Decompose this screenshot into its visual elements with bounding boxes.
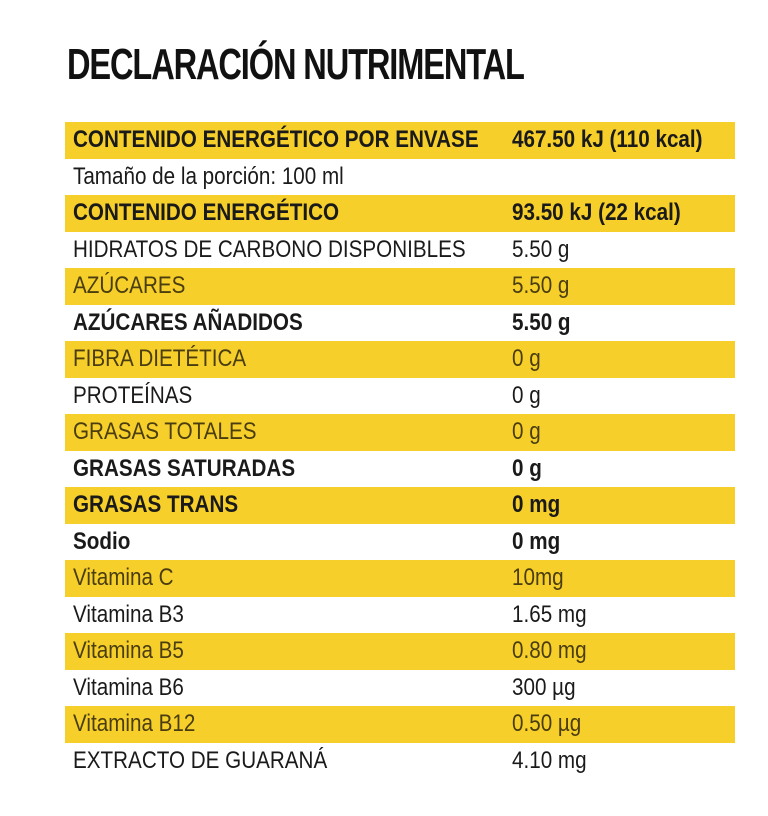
table-row: AZÚCARES AÑADIDOS 5.50 g — [65, 305, 735, 342]
row-value: 5.50 g — [512, 235, 570, 263]
row-value: 467.50 kJ (110 kcal) — [512, 126, 703, 153]
table-row: PROTEÍNAS 0 g — [65, 378, 735, 415]
table-row: Vitamina C 10mg — [65, 560, 735, 597]
row-value: 300 µg — [512, 673, 576, 701]
table-row: FIBRA DIETÉTICA 0 g — [65, 341, 735, 378]
row-label: Vitamina B6 — [73, 673, 184, 701]
row-value: 0 mg — [512, 491, 561, 518]
row-value: 0 g — [512, 381, 541, 409]
row-label: Vitamina B12 — [73, 710, 196, 737]
row-label: CONTENIDO ENERGÉTICO — [73, 199, 340, 226]
row-label: Vitamina B3 — [73, 600, 184, 628]
row-value: 5.50 g — [512, 272, 570, 299]
table-row: Vitamina B12 0.50 µg — [65, 706, 735, 743]
row-label: EXTRACTO DE GUARANÁ — [73, 746, 328, 774]
nutrition-table: CONTENIDO ENERGÉTICO POR ENVASE 467.50 k… — [65, 122, 735, 779]
table-row: AZÚCARES 5.50 g — [65, 268, 735, 305]
row-label: GRASAS TOTALES — [73, 418, 257, 445]
table-row: Vitamina B6 300 µg — [65, 670, 735, 707]
row-label: Tamaño de la porción: 100 ml — [73, 162, 344, 190]
row-label: GRASAS SATURADAS — [73, 454, 296, 482]
row-value: 0.80 mg — [512, 637, 587, 664]
row-label: Vitamina B5 — [73, 637, 184, 664]
table-row: EXTRACTO DE GUARANÁ 4.10 mg — [65, 743, 735, 780]
row-value: 93.50 kJ (22 kcal) — [512, 199, 681, 226]
table-row: Vitamina B3 1.65 mg — [65, 597, 735, 634]
row-value: 0 g — [512, 454, 542, 482]
row-value: 5.50 g — [512, 308, 571, 336]
row-value: 10mg — [512, 564, 564, 591]
table-row: Vitamina B5 0.80 mg — [65, 633, 735, 670]
row-label: GRASAS TRANS — [73, 491, 239, 518]
row-label: Vitamina C — [73, 564, 174, 591]
table-row: Tamaño de la porción: 100 ml — [65, 159, 735, 196]
table-row: GRASAS TRANS 0 mg — [65, 487, 735, 524]
row-value: 4.10 mg — [512, 746, 587, 774]
table-row: CONTENIDO ENERGÉTICO POR ENVASE 467.50 k… — [65, 122, 735, 159]
row-value: 0.50 µg — [512, 710, 582, 737]
row-label: AZÚCARES — [73, 272, 186, 299]
row-label: Sodio — [73, 527, 131, 555]
table-row: HIDRATOS DE CARBONO DISPONIBLES 5.50 g — [65, 232, 735, 269]
row-label: FIBRA DIETÉTICA — [73, 345, 247, 372]
row-label: HIDRATOS DE CARBONO DISPONIBLES — [73, 235, 466, 263]
row-value: 0 mg — [512, 527, 561, 555]
row-value: 0 g — [512, 418, 541, 445]
page-title: DECLARACIÓN NUTRIMENTAL — [67, 40, 525, 89]
table-row: GRASAS TOTALES 0 g — [65, 414, 735, 451]
table-row: CONTENIDO ENERGÉTICO 93.50 kJ (22 kcal) — [65, 195, 735, 232]
row-label: PROTEÍNAS — [73, 381, 193, 409]
row-value: 0 g — [512, 345, 541, 372]
row-label: CONTENIDO ENERGÉTICO POR ENVASE — [73, 126, 479, 153]
table-row: GRASAS SATURADAS 0 g — [65, 451, 735, 488]
row-value: 1.65 mg — [512, 600, 587, 628]
table-row: Sodio 0 mg — [65, 524, 735, 561]
row-label: AZÚCARES AÑADIDOS — [73, 308, 303, 336]
